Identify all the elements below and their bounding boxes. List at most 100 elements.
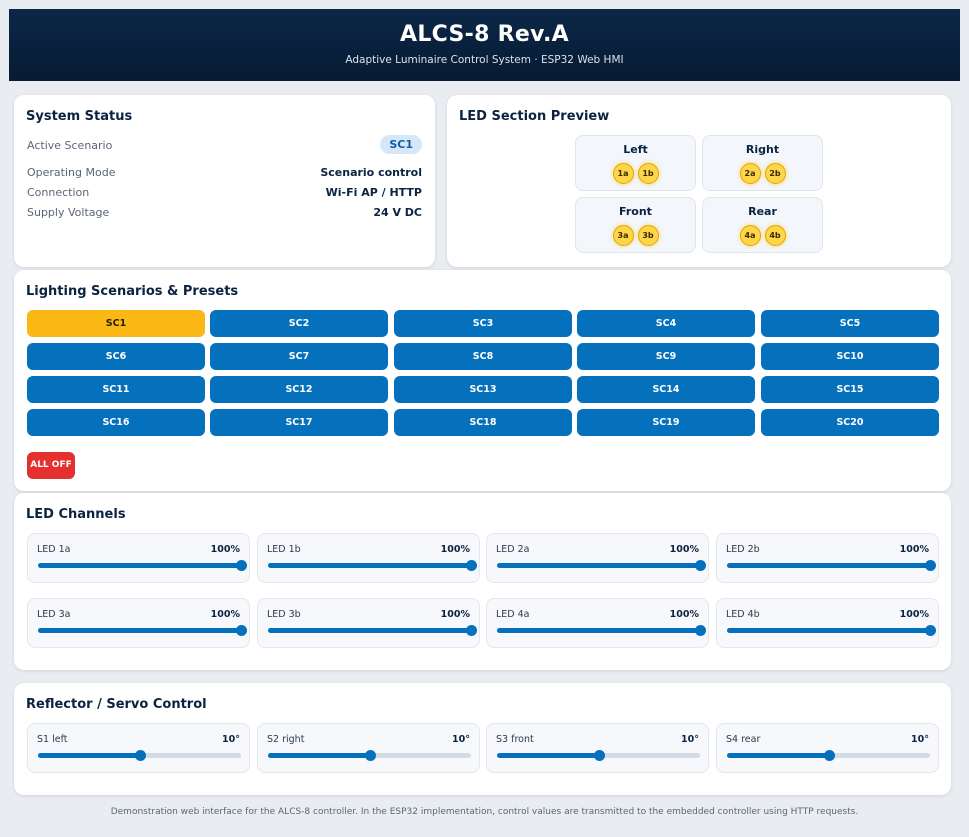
footer-note: Demonstration web interface for the ALCS… <box>110 807 859 817</box>
scenario-button-sc5[interactable]: SC5 <box>761 310 939 337</box>
slider-fill <box>268 563 471 568</box>
scenario-button-sc10[interactable]: SC10 <box>761 343 939 370</box>
slider-value: 100% <box>899 609 929 620</box>
zone-name: Right <box>745 143 780 156</box>
slider-card: S4 rear 10° <box>716 723 939 773</box>
zone-rear: Rear 4a 4b <box>702 197 823 253</box>
status-label: Operating Mode <box>27 166 116 179</box>
slider-value: 100% <box>669 544 699 555</box>
scenario-button-sc20[interactable]: SC20 <box>761 409 939 436</box>
slider-track[interactable] <box>727 625 936 636</box>
slider-track[interactable] <box>38 625 247 636</box>
slider-track[interactable] <box>497 625 706 636</box>
slider-fill <box>497 628 700 633</box>
slider-card: S1 left 10° <box>27 723 250 773</box>
slider-handle[interactable] <box>236 625 247 636</box>
slider-value: 100% <box>210 609 240 620</box>
led-preview-card: LED Section Preview Left 1a 1b Right 2a 2b… <box>447 95 951 267</box>
scenario-button-sc17[interactable]: SC17 <box>210 409 388 436</box>
slider-value: 100% <box>669 609 699 620</box>
led-preview-title: LED Section Preview <box>459 109 610 124</box>
slider-handle[interactable] <box>134 750 146 761</box>
slider-handle[interactable] <box>364 750 376 761</box>
scenario-button-sc15[interactable]: SC15 <box>761 376 939 403</box>
scenario-button-sc8[interactable]: SC8 <box>394 343 572 370</box>
slider-handle[interactable] <box>593 750 605 761</box>
scenario-button-sc11[interactable]: SC11 <box>27 376 205 403</box>
slider-handle[interactable] <box>695 625 706 636</box>
slider-label: S2 right <box>267 734 305 745</box>
zone-name: Left <box>623 143 648 156</box>
slider-label: S4 rear <box>726 734 761 745</box>
led-channels-card: LED Channels LED 1a 100% LED 1b 100% LED 2a 1… <box>14 493 951 670</box>
slider-card: LED 4a 100% <box>486 598 709 648</box>
scenario-button-sc3[interactable]: SC3 <box>394 310 572 337</box>
led-indicator: 3a <box>612 225 634 246</box>
slider-track[interactable] <box>268 625 477 636</box>
zone-right: Right 2a 2b <box>702 135 823 191</box>
zone-front: Front 3a 3b <box>575 197 696 253</box>
slider-track[interactable] <box>38 750 241 761</box>
scenario-button-sc12[interactable]: SC12 <box>210 376 388 403</box>
slider-fill <box>268 753 370 758</box>
servo-card: Reflector / Servo Control S1 left 10° S2 r… <box>14 683 951 795</box>
led-indicator: 4b <box>764 225 786 246</box>
slider-handle[interactable] <box>925 625 936 636</box>
led-indicator: 2b <box>764 163 786 184</box>
servo-title: Reflector / Servo Control <box>26 697 207 712</box>
slider-track[interactable] <box>727 750 930 761</box>
slider-handle[interactable] <box>823 750 835 761</box>
status-value: 24 V DC <box>373 206 422 219</box>
slider-card: LED 3a 100% <box>27 598 250 648</box>
slider-label: LED 4b <box>726 609 760 620</box>
slider-fill <box>497 753 599 758</box>
led-indicator: 3b <box>637 225 659 246</box>
scenario-button-sc19[interactable]: SC19 <box>577 409 755 436</box>
slider-handle[interactable] <box>236 560 247 571</box>
slider-track[interactable] <box>727 560 936 571</box>
scenario-button-sc6[interactable]: SC6 <box>27 343 205 370</box>
slider-label: LED 4a <box>496 609 530 620</box>
slider-track[interactable] <box>268 750 471 761</box>
slider-track[interactable] <box>268 560 477 571</box>
scenario-button-sc7[interactable]: SC7 <box>210 343 388 370</box>
zone-left: Left 1a 1b <box>575 135 696 191</box>
slider-value: 100% <box>440 609 470 620</box>
slider-label: LED 3a <box>37 609 71 620</box>
slider-track[interactable] <box>38 560 247 571</box>
led-indicator: 1a <box>612 163 634 184</box>
app-header: ALCS-8 Rev.A Adaptive Luminaire Control … <box>9 9 960 81</box>
scenario-button-sc4[interactable]: SC4 <box>577 310 755 337</box>
status-value: Scenario control <box>320 166 422 179</box>
all-off-button[interactable]: ALL OFF <box>27 452 75 479</box>
scenario-button-sc1[interactable]: SC1 <box>27 310 205 337</box>
status-label: Connection <box>27 186 90 199</box>
slider-card: LED 2a 100% <box>486 533 709 583</box>
slider-card: LED 4b 100% <box>716 598 939 648</box>
slider-fill <box>38 628 241 633</box>
slider-handle[interactable] <box>466 625 477 636</box>
slider-track[interactable] <box>497 750 700 761</box>
active-scenario-badge: SC1 <box>380 135 422 154</box>
slider-fill <box>38 753 140 758</box>
slider-handle[interactable] <box>925 560 936 571</box>
slider-label: S3 front <box>496 734 534 745</box>
slider-track[interactable] <box>497 560 706 571</box>
slider-handle[interactable] <box>466 560 477 571</box>
system-status-title: System Status <box>26 109 133 124</box>
slider-fill <box>727 628 930 633</box>
slider-fill <box>38 563 241 568</box>
slider-handle[interactable] <box>695 560 706 571</box>
scenario-button-sc13[interactable]: SC13 <box>394 376 572 403</box>
scenario-button-sc9[interactable]: SC9 <box>577 343 755 370</box>
slider-value: 100% <box>440 544 470 555</box>
slider-card: S3 front 10° <box>486 723 709 773</box>
scenario-button-sc14[interactable]: SC14 <box>577 376 755 403</box>
status-value: Wi-Fi AP / HTTP <box>325 186 422 199</box>
slider-value: 10° <box>681 734 699 745</box>
zone-name: Front <box>619 205 652 218</box>
slider-card: S2 right 10° <box>257 723 480 773</box>
scenario-button-sc18[interactable]: SC18 <box>394 409 572 436</box>
scenario-button-sc16[interactable]: SC16 <box>27 409 205 436</box>
scenario-button-sc2[interactable]: SC2 <box>210 310 388 337</box>
